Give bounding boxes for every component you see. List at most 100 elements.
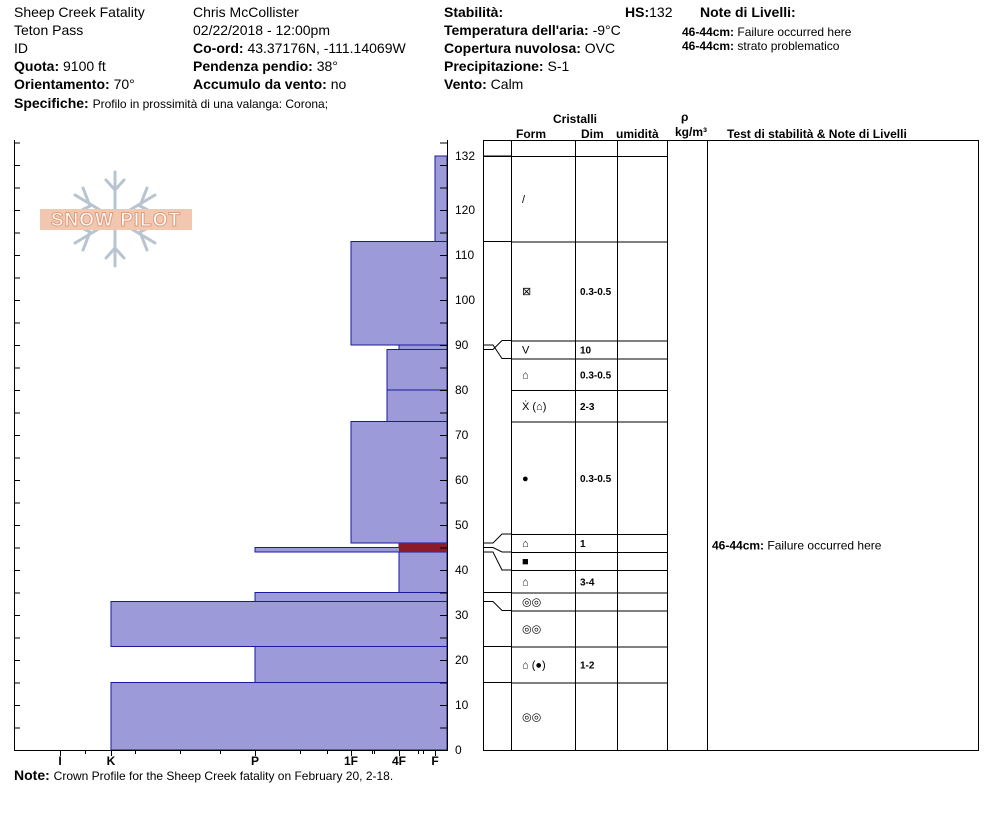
- depth-tick-label: 80: [455, 383, 469, 397]
- crystal-form-symbol: ⌂ (●): [522, 660, 546, 672]
- crystal-form-symbol: ◎◎: [522, 624, 541, 636]
- layer-note-text: Failure occurred here: [737, 25, 852, 39]
- hardness-tick-label: I: [58, 754, 61, 768]
- aspect-row: Orientamento: 70°: [14, 76, 135, 92]
- hardness-bar: [254, 646, 448, 683]
- hs-label: HS:: [625, 4, 650, 20]
- cloud-value: OVC: [584, 40, 616, 56]
- wind-load-row: Accumulo da vento: no: [193, 76, 346, 92]
- hardness-bar: [398, 551, 448, 593]
- crystal-form-symbol: ◎◎: [522, 597, 541, 609]
- wind-row: Vento: Calm: [444, 76, 523, 92]
- observer: Chris McCollister: [193, 4, 299, 20]
- coord-row: Co-ord: 43.37176N, -111.14069W: [193, 40, 406, 56]
- depth-tick-label: 90: [455, 338, 469, 352]
- hardness-tick-label: P: [251, 754, 259, 768]
- crystal-form-symbol: ⊠: [522, 286, 531, 298]
- layer-note-range: 46-44cm:: [682, 39, 735, 53]
- crystal-size-label: 2-3: [580, 402, 595, 413]
- size-header: Dim: [581, 127, 604, 141]
- precip-label: Precipitazione:: [444, 58, 544, 74]
- depth-tick-label: 30: [455, 608, 469, 622]
- depth-tick-label: 70: [455, 428, 469, 442]
- crystal-size-label: 0.3-0.5: [580, 287, 612, 298]
- hardness-bar: [386, 389, 448, 422]
- wind-load-value: no: [330, 76, 347, 92]
- crystal-form-symbol: ●: [522, 473, 529, 485]
- specifics-value: Profilo in prossimità di una valanga: Co…: [92, 97, 329, 111]
- hardness-tick-label: 4F: [392, 754, 406, 768]
- layer-notes-label: Note di Livelli:: [700, 4, 796, 20]
- depth-tick-label: 20: [455, 653, 469, 667]
- density-header: ρ: [681, 110, 689, 124]
- state: ID: [14, 40, 28, 56]
- hardness-tick-label: F: [431, 754, 438, 768]
- crystal-form-symbol: ■: [522, 556, 529, 568]
- hardness-bar: [350, 241, 448, 346]
- air-temp-label: Temperatura dell'aria:: [444, 22, 589, 38]
- layer-note-text: strato problematico: [737, 39, 840, 53]
- air-temp-row: Temperatura dell'aria: -9°C: [444, 22, 621, 38]
- hardness-bar: [386, 349, 448, 391]
- crystals-header: Cristalli: [553, 112, 598, 126]
- hardness-bar: [110, 682, 448, 751]
- layer-note-range: 46-44cm:: [682, 25, 735, 39]
- depth-tick-label: 120: [455, 203, 475, 217]
- elevation-label: Quota:: [14, 58, 60, 74]
- note-text: Crown Profile for the Sheep Creek fatali…: [53, 769, 394, 783]
- moisture-header: umidità: [616, 127, 659, 141]
- coord-label: Co-ord:: [193, 40, 244, 56]
- crystal-size-label: 1: [580, 539, 586, 550]
- crystal-form-symbol: V: [522, 345, 530, 357]
- elevation-value: 9100 ft: [63, 58, 106, 74]
- profile-title: Sheep Creek Fatality: [14, 4, 145, 20]
- crystal-size-label: 3-4: [580, 577, 595, 588]
- layer-connector: [484, 551, 511, 571]
- elevation-row: Quota: 9100 ft: [14, 58, 106, 74]
- density-unit-header: kg/m³: [675, 125, 708, 139]
- hardness-tick-label: K: [107, 754, 116, 768]
- slope-label: Pendenza pendio:: [193, 58, 313, 74]
- cloud-label: Copertura nuvolosa:: [444, 40, 581, 56]
- depth-tick-label: 50: [455, 518, 469, 532]
- test-note-range: 46-44cm:: [712, 539, 767, 553]
- logo-text: SNOW PILOT: [51, 210, 181, 231]
- hs-row: HS:132: [625, 4, 672, 20]
- weak-layer-band: [399, 543, 447, 552]
- depth-tick-label: 110: [455, 248, 474, 262]
- layer-note-row: 46-44cm: Failure occurred here: [682, 24, 851, 40]
- layer-connector: [484, 533, 511, 544]
- snowpilot-logo: SNOW PILOT: [40, 170, 192, 268]
- air-temp-value: -9°C: [592, 22, 621, 38]
- hardness-tick-label: 1F: [344, 754, 358, 768]
- slope-row: Pendenza pendio: 38°: [193, 58, 338, 74]
- logo-band: [40, 209, 192, 230]
- aspect-label: Orientamento:: [14, 76, 110, 92]
- wind-value: Calm: [490, 76, 524, 92]
- footer-note-row: Note: Crown Profile for the Sheep Creek …: [14, 767, 393, 784]
- hs-value: 132: [649, 4, 673, 20]
- depth-tick-label: 100: [455, 293, 475, 307]
- crystal-size-label: 0.3-0.5: [580, 370, 612, 381]
- tests-header: Test di stabilità & Note di Livelli: [727, 127, 907, 141]
- crystal-form-symbol: ⌂: [522, 369, 529, 381]
- cloud-row: Copertura nuvolosa: OVC: [444, 40, 615, 56]
- hardness-bar: [254, 592, 448, 602]
- depth-tick-label: 10: [455, 698, 469, 712]
- layer-connector: [484, 344, 511, 359]
- layer-connector: [484, 547, 511, 553]
- note-label: Note:: [14, 767, 50, 783]
- form-header: Form: [516, 127, 546, 141]
- crystal-form-symbol: /: [522, 194, 526, 206]
- slope-value: 38°: [316, 58, 338, 74]
- depth-tick-label: 132: [455, 149, 475, 163]
- wind-label: Vento:: [444, 76, 487, 92]
- layer-note-row: 46-44cm: strato problematico: [682, 38, 839, 54]
- coord-value: 43.37176N, -111.14069W: [247, 40, 406, 56]
- layer-connector: [484, 340, 511, 350]
- crystal-form-symbol: ◎◎: [522, 711, 541, 723]
- test-note-text: Failure occurred here: [767, 539, 881, 553]
- crystal-size-label: 1-2: [580, 661, 595, 672]
- hardness-bar: [110, 601, 448, 647]
